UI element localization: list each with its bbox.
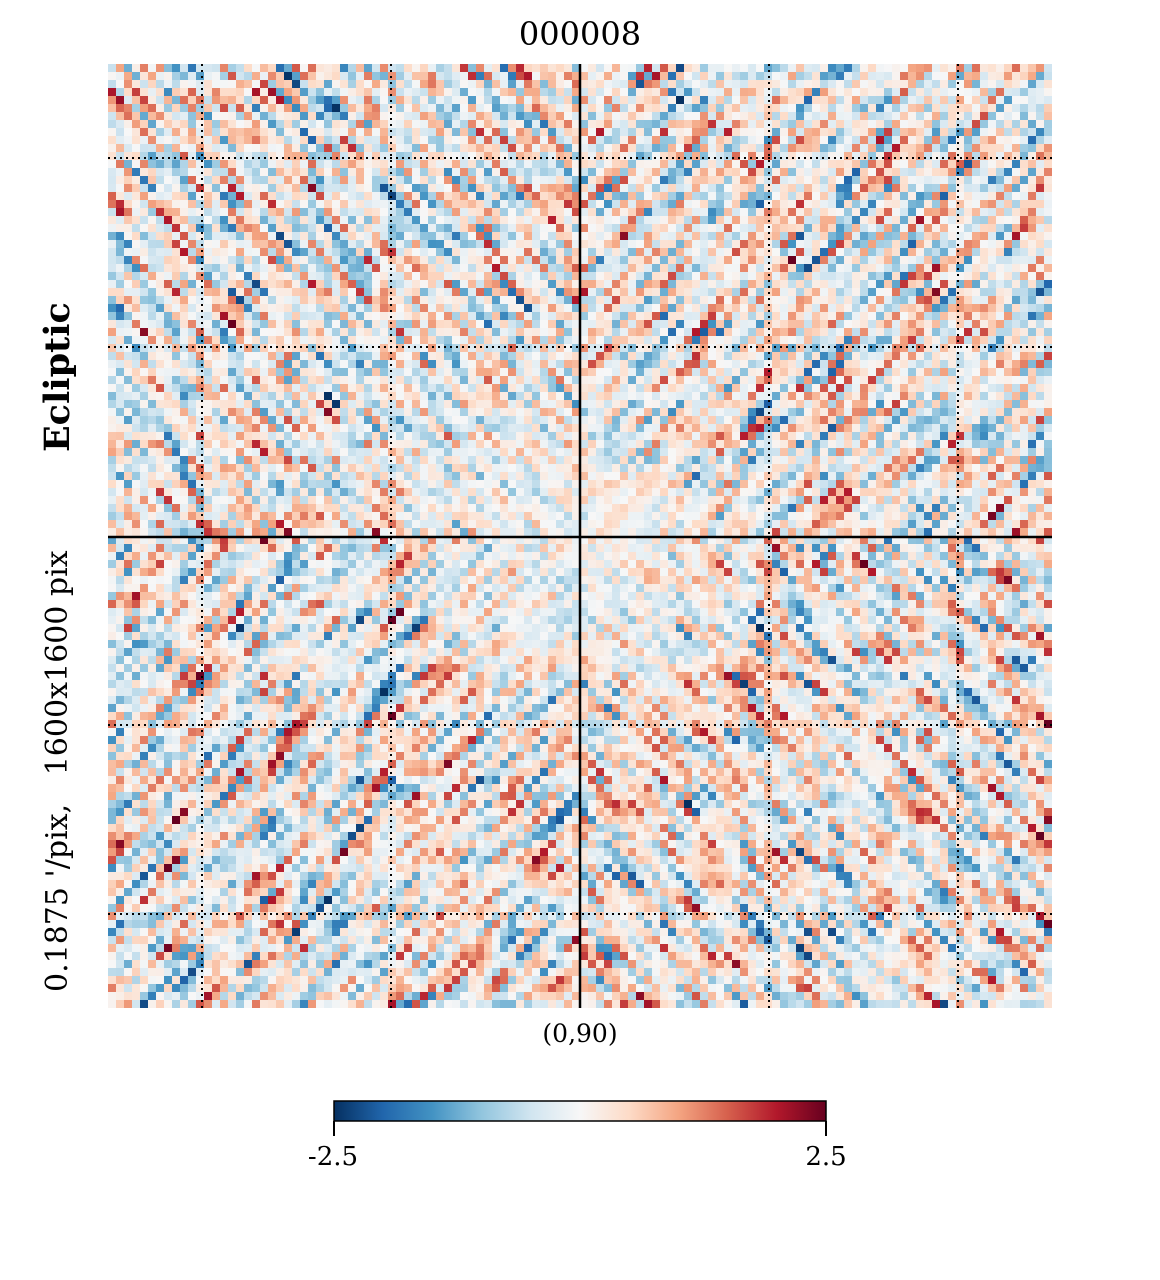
colorbar-gradient (333, 1100, 827, 1122)
map-title: 000008 (518, 15, 642, 53)
colorbar-max-label: 2.5 (805, 1142, 847, 1172)
map-pixels (108, 64, 1052, 1008)
center-coordinate-label: (0,90) (542, 1019, 618, 1048)
colorbar (333, 1100, 827, 1136)
colorbar-min-label: -2.5 (307, 1142, 359, 1172)
graticule (108, 64, 1052, 1008)
center-crosshair (108, 64, 1052, 1008)
